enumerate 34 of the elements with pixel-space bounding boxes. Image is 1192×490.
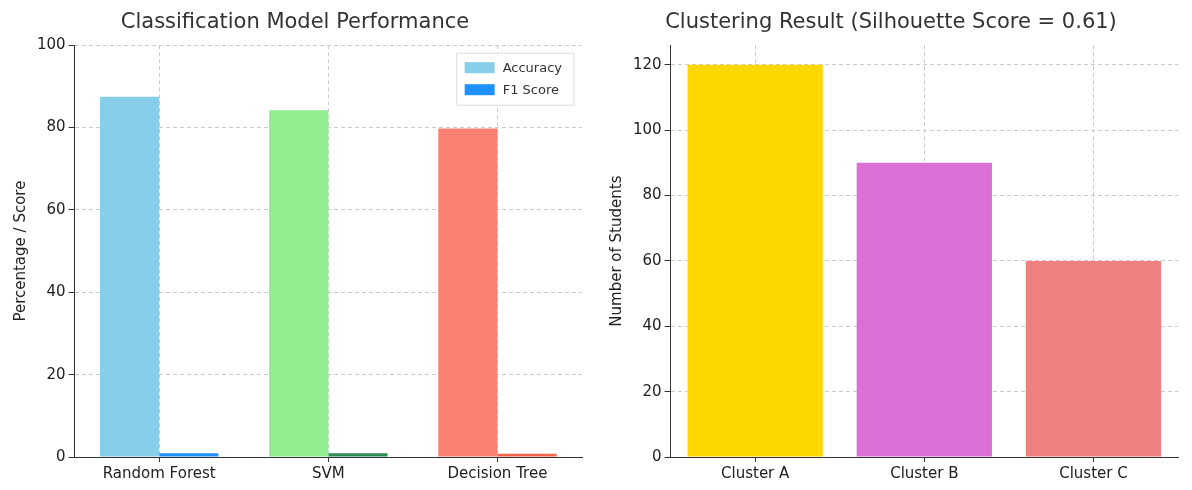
y-tick-label: 0	[56, 446, 66, 465]
x-tick-label: Random Forest	[102, 463, 216, 482]
legend-label: Accuracy	[502, 59, 563, 75]
y-axis-title: Number of Students	[606, 175, 625, 327]
bar	[269, 110, 329, 457]
bar	[100, 96, 160, 457]
x-tick-label: Decision Tree	[447, 463, 548, 482]
y-tick-label: 20	[46, 364, 66, 383]
bar	[438, 128, 498, 457]
y-tick-label: 40	[642, 316, 662, 335]
bar	[856, 162, 992, 457]
x-tick-label: SVM	[311, 463, 345, 482]
x-tick-label: Cluster C	[1059, 463, 1128, 482]
y-tick-label: 100	[36, 35, 66, 54]
chart-title: Clustering Result (Silhouette Score = 0.61)	[665, 9, 1117, 34]
y-axis-title: Percentage / Score	[10, 180, 29, 322]
bar	[687, 64, 823, 457]
bar	[159, 453, 219, 457]
y-tick-label: 20	[642, 381, 662, 400]
y-tick-label: 120	[632, 54, 662, 73]
y-tick-label: 60	[642, 250, 662, 269]
y-tick-label: 40	[46, 282, 66, 301]
chart-title: Classification Model Performance	[120, 9, 470, 34]
y-tick-label: 0	[652, 446, 662, 465]
bar	[497, 453, 557, 457]
y-tick-label: 80	[642, 185, 662, 204]
y-tick-label: 100	[632, 120, 662, 139]
y-tick-label: 80	[46, 117, 66, 136]
legend-label: F1 Score	[502, 81, 559, 97]
y-tick-label: 60	[46, 199, 66, 218]
x-tick-label: Cluster A	[721, 463, 791, 482]
bar	[1025, 260, 1162, 457]
bar	[328, 453, 388, 457]
x-tick-label: Cluster B	[890, 463, 959, 482]
